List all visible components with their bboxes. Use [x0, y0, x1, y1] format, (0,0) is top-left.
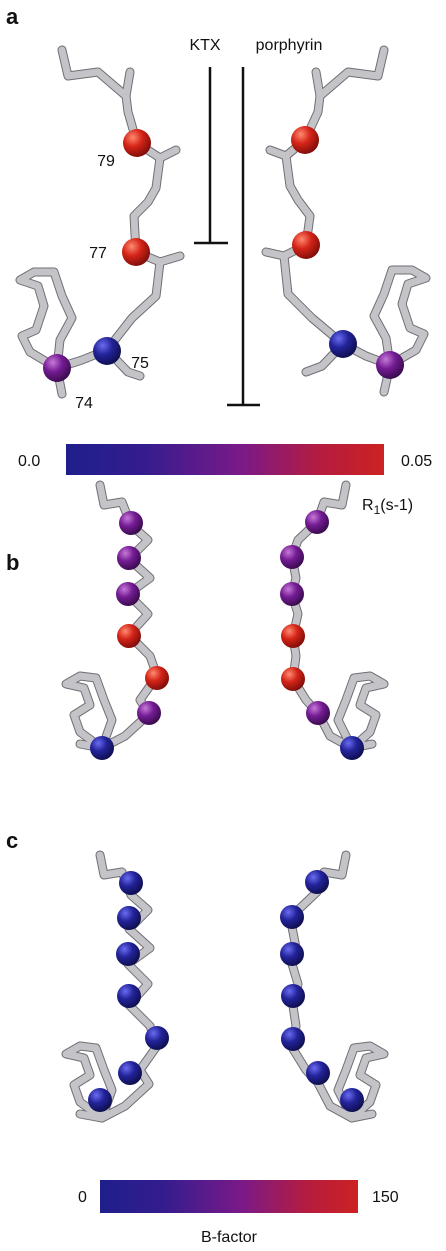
panel-label: c: [6, 828, 18, 853]
title-main: R: [362, 497, 374, 514]
residue-label: 75: [131, 355, 149, 372]
molecule: [66, 485, 384, 748]
track-label: porphyrin: [256, 37, 323, 54]
molecule: [66, 855, 384, 1118]
colorbar-title: B-factor: [201, 1229, 258, 1246]
panel-label: a: [6, 4, 19, 29]
colorbar-min: 0: [78, 1189, 87, 1206]
panel-label: b: [6, 550, 19, 575]
colorbar: [66, 444, 384, 475]
colorbar-title: R1(s-1): [362, 497, 413, 517]
track-label: KTX: [189, 37, 220, 54]
atoms: [90, 510, 364, 760]
atoms: [88, 870, 364, 1112]
residue-label: 79: [97, 153, 115, 170]
figure: a KTX porphyrin 79 77 75 74 0.0 0.05 R1(…: [0, 0, 446, 1251]
panel-c-structure: [66, 855, 384, 1118]
residue-label: 74: [75, 395, 93, 412]
colorbar-max: 0.05: [401, 453, 432, 470]
colorbar: [100, 1180, 358, 1213]
colorbar-max: 150: [372, 1189, 399, 1206]
colorbar-min: 0.0: [18, 453, 40, 470]
molecule: [20, 50, 426, 394]
title-rest: (s-1): [380, 497, 413, 514]
residue-label: 77: [89, 245, 107, 262]
range-bars: [194, 67, 260, 405]
